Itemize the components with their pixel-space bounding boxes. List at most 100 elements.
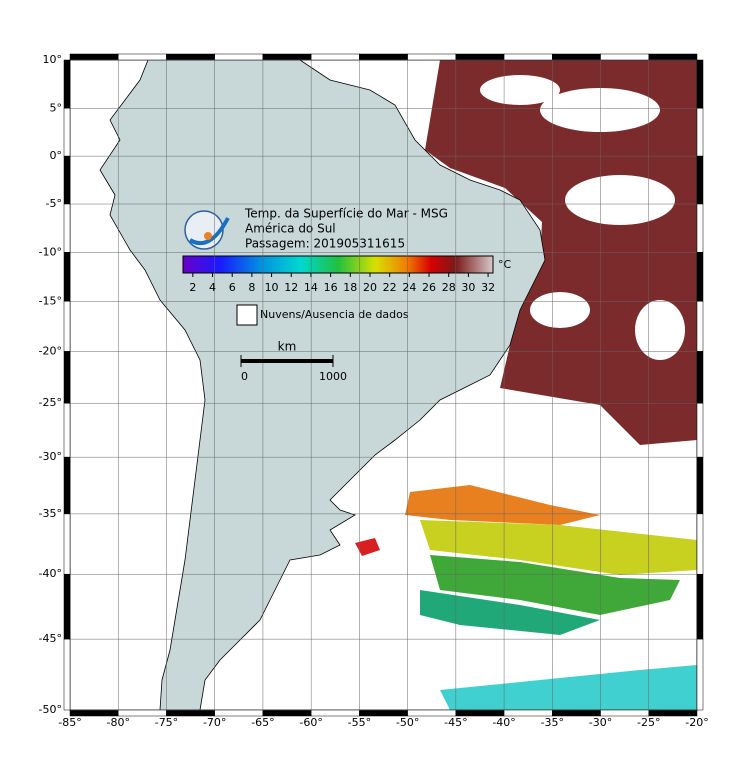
colorbar-tick-label: 20 [363, 281, 377, 294]
orange-water [405, 485, 600, 525]
legend-swatch [236, 304, 258, 326]
lon-tick-label: -80° [106, 716, 129, 729]
colorbar [182, 255, 494, 274]
frame-segment [166, 53, 215, 61]
colorbar-tick-label: 28 [442, 281, 456, 294]
frame-segment [648, 53, 698, 61]
legend-label: Nuvens/Ausencia de dados [260, 308, 409, 321]
colorbar-tick-label: 4 [209, 281, 216, 294]
lat-tick-label: 0° [50, 149, 63, 162]
frame-segment [696, 252, 704, 302]
frame-segment [696, 638, 704, 711]
frame-segment [600, 53, 650, 61]
frame-segment [262, 53, 312, 61]
colorbar-tick-label: 26 [422, 281, 436, 294]
frame-segment [455, 53, 505, 61]
colorbar-tick-label: 30 [461, 281, 475, 294]
frame-segment [63, 351, 71, 404]
lon-tick-label: -50° [396, 716, 419, 729]
lat-tick-label: -50° [39, 703, 62, 716]
lon-tick-label: -25° [637, 716, 660, 729]
frame-segment [696, 203, 704, 253]
frame-segment [503, 53, 553, 61]
lat-tick-label: -35° [39, 507, 62, 520]
frame-segment [63, 513, 71, 575]
frame-segment [407, 53, 457, 61]
frame-segment [63, 456, 71, 515]
lon-tick-label: -75° [155, 716, 178, 729]
colorbar-tick-label: 22 [383, 281, 397, 294]
frame-segment [63, 203, 71, 253]
lat-tick-label: -25° [39, 396, 62, 409]
scale-tick-label: 0 [241, 370, 248, 383]
lon-tick-label: -65° [251, 716, 274, 729]
title-line: América do Sul [245, 222, 336, 236]
cloud [540, 88, 660, 132]
lon-tick-label: -30° [589, 716, 612, 729]
frame-segment [117, 53, 167, 61]
frame-segment [359, 53, 408, 61]
logo [184, 210, 230, 250]
lat-tick-label: -20° [39, 344, 62, 357]
lat-tick-label: 10° [43, 53, 63, 66]
colorbar-tick-label: 10 [265, 281, 279, 294]
frame-segment [63, 108, 71, 157]
lon-tick-label: -45° [444, 716, 467, 729]
colorbar-tick-label: 14 [304, 281, 318, 294]
frame-segment [63, 155, 71, 205]
lat-tick-label: -30° [39, 450, 62, 463]
scale-bar [241, 359, 333, 363]
lat-tick-label: -15° [39, 294, 62, 307]
lon-tick-label: -70° [203, 716, 226, 729]
lat-tick-label: -5° [46, 197, 62, 210]
lon-tick-label: -85° [58, 716, 81, 729]
lon-tick-label: -35° [541, 716, 564, 729]
frame-segment [63, 301, 71, 352]
frame-segment [696, 59, 704, 109]
frame-segment [696, 402, 704, 458]
frame-segment [63, 402, 71, 458]
colorbar-tick-label: 8 [248, 281, 255, 294]
colorbar-tick-label: 12 [284, 281, 298, 294]
frame-segment [696, 513, 704, 575]
colorbar-tick-label: 6 [229, 281, 236, 294]
frame-segment [63, 573, 71, 640]
yellow-water [420, 520, 697, 575]
frame-segment [63, 59, 71, 109]
frame-segment [63, 638, 71, 711]
cloud [480, 75, 560, 105]
frame-segment [696, 301, 704, 352]
lon-tick-label: -60° [299, 716, 322, 729]
plate-water [355, 538, 380, 556]
frame-segment [214, 53, 264, 61]
colorbar-tick-label: 18 [343, 281, 357, 294]
cloud [565, 175, 675, 225]
lon-tick-label: -55° [348, 716, 371, 729]
frame-segment [552, 53, 601, 61]
frame-segment [69, 53, 119, 61]
colorbar-tick-label: 32 [481, 281, 495, 294]
cool-water [420, 590, 600, 635]
frame-segment [696, 351, 704, 404]
colorbar-tick-label: 24 [402, 281, 416, 294]
lat-tick-label: -10° [39, 245, 62, 258]
colorbar-tick-label: 2 [189, 281, 196, 294]
cloud [635, 300, 685, 360]
lon-tick-label: -20° [685, 716, 708, 729]
imagery [99, 60, 697, 710]
scale-unit: km [278, 340, 297, 354]
lon-tick-label: -40° [492, 716, 515, 729]
lat-tick-label: 5° [50, 101, 63, 114]
frame-segment [696, 573, 704, 640]
frame-segment [63, 252, 71, 302]
frame-segment [310, 53, 360, 61]
title-line: Temp. da Superfície do Mar - MSG [244, 207, 448, 221]
colorbar-tick-label: 16 [324, 281, 338, 294]
scale-tick-label: 1000 [319, 370, 347, 383]
cloud [530, 292, 590, 328]
green-water [430, 555, 680, 615]
frame-segment [696, 108, 704, 157]
lat-tick-label: -40° [39, 567, 62, 580]
frame-segment [696, 155, 704, 205]
